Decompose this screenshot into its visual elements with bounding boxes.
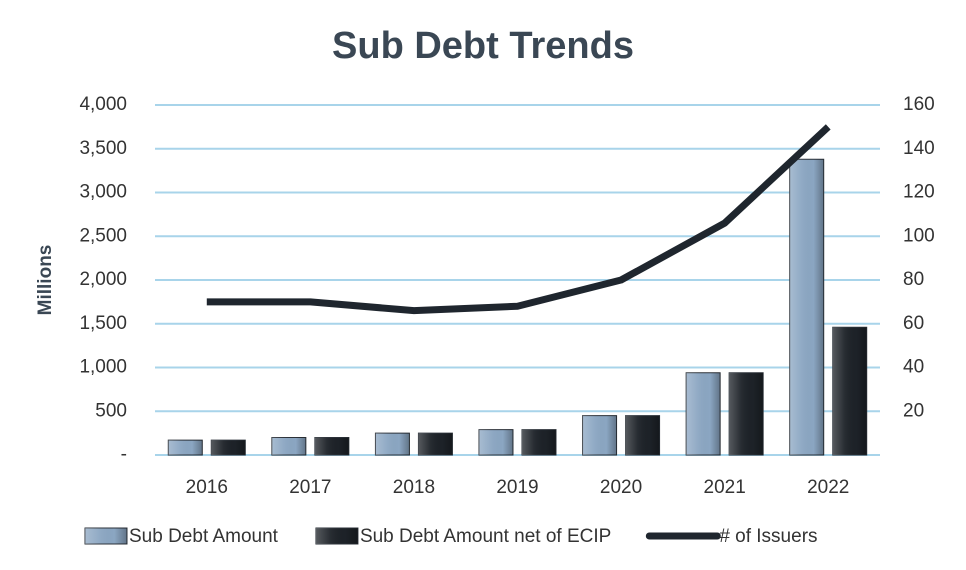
y-tick-label: 1,500 bbox=[79, 313, 127, 334]
bar-shine bbox=[418, 433, 453, 455]
x-tick-label: 2018 bbox=[393, 477, 435, 498]
bar-shine bbox=[211, 440, 246, 455]
legend-label: Sub Debt Amount net of ECIP bbox=[360, 526, 611, 547]
y2-tick-label: 140 bbox=[903, 138, 935, 159]
y-tick-label: 1,000 bbox=[79, 357, 127, 378]
y2-tick-label: 80 bbox=[903, 269, 924, 290]
bar-shine bbox=[582, 415, 617, 455]
x-tick-label: 2016 bbox=[186, 477, 228, 498]
x-tick-label: 2017 bbox=[289, 477, 331, 498]
bar-shine bbox=[375, 433, 410, 455]
bar-shine bbox=[168, 440, 203, 455]
y2-tick-label: 60 bbox=[903, 313, 924, 334]
y-tick-label: 4,000 bbox=[79, 94, 127, 115]
y2-tick-label: 120 bbox=[903, 182, 935, 203]
x-tick-label: 2019 bbox=[496, 477, 538, 498]
y2-tick-label: 40 bbox=[903, 357, 924, 378]
bar-shine bbox=[271, 437, 306, 455]
bar-shine bbox=[522, 429, 556, 455]
bar-shine bbox=[314, 437, 349, 455]
y2-tick-label: 160 bbox=[903, 94, 935, 115]
bar-shine bbox=[789, 159, 824, 455]
y-tick-label: 500 bbox=[95, 400, 127, 421]
legend-label: Sub Debt Amount bbox=[129, 526, 279, 547]
y2-tick-label: 100 bbox=[903, 225, 935, 246]
bar-shine bbox=[729, 372, 764, 455]
x-tick-label: 2022 bbox=[807, 477, 849, 498]
y-tick-label: 2,000 bbox=[79, 269, 127, 290]
x-tick-label: 2021 bbox=[704, 477, 746, 498]
bar-shine bbox=[686, 372, 721, 455]
y-tick-label: 3,000 bbox=[79, 182, 127, 203]
legend-swatch-shine bbox=[315, 528, 358, 544]
line-series bbox=[206, 124, 831, 315]
y-tick-label: - bbox=[121, 444, 127, 465]
y-axis-title: Millions bbox=[35, 245, 56, 316]
y-tick-label: 3,500 bbox=[79, 138, 127, 159]
legend-swatch-shine bbox=[85, 528, 127, 544]
bar-shine bbox=[832, 327, 867, 455]
bar-shine bbox=[479, 429, 513, 455]
y-tick-label: 2,500 bbox=[79, 225, 127, 246]
y2-tick-label: 20 bbox=[903, 400, 924, 421]
chart-title: Sub Debt Trends bbox=[332, 25, 634, 67]
legend-label: # of Issuers bbox=[719, 526, 817, 547]
x-tick-label: 2020 bbox=[600, 477, 642, 498]
bar-shine bbox=[625, 415, 660, 455]
